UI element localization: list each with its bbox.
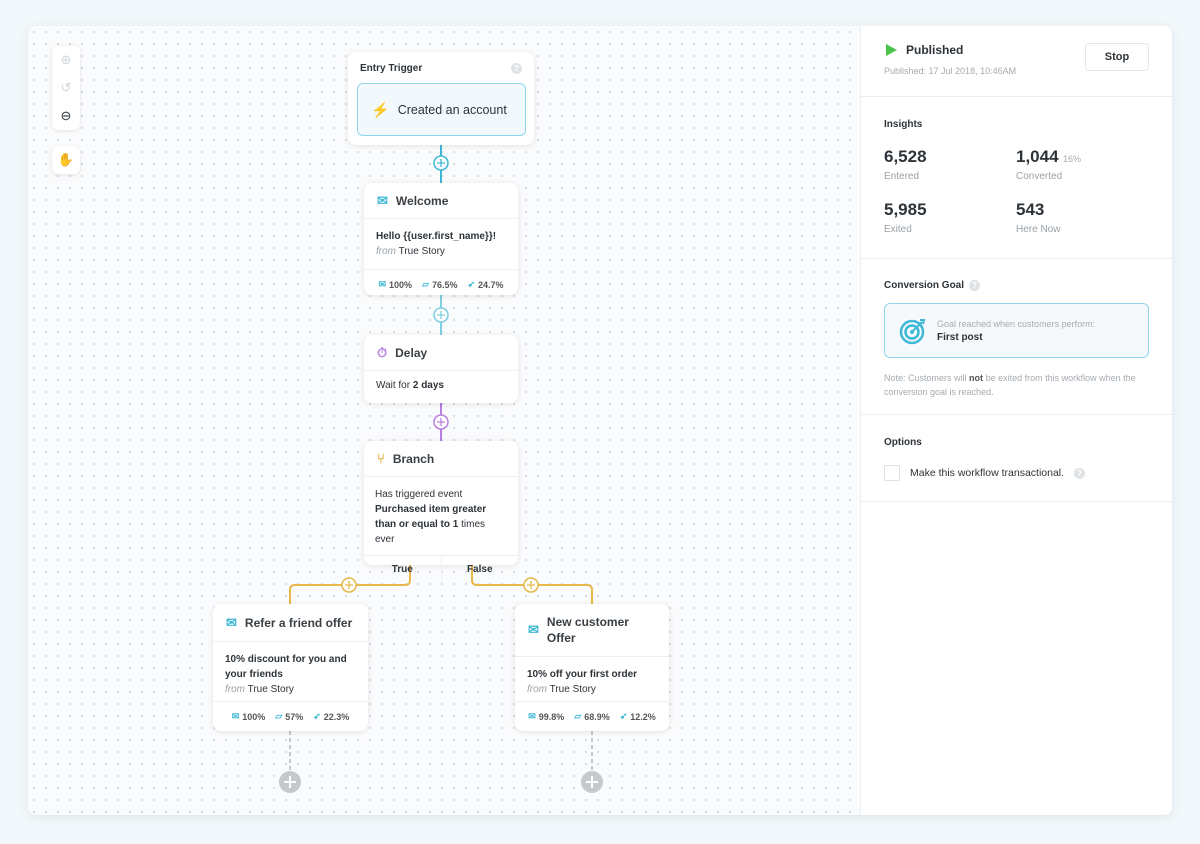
workflow-sidebar: Published Published: 17 Jul 2018, 10:46A… [860,26,1172,815]
branch-count: 1 [452,519,459,530]
insights-title: Insights [884,119,923,130]
branch-node[interactable]: ⑂ Branch Has triggered event Purchased it… [364,441,518,582]
hand-icon[interactable]: ✋ [57,152,75,167]
help-icon[interactable]: ? [969,280,981,291]
node-title: New customer Offer [546,615,629,645]
node-title: Welcome [395,193,449,208]
help-icon[interactable]: ? [511,63,522,74]
play-icon [886,44,897,56]
delivered-rate: 99.8% [538,711,565,722]
zoom-in-icon[interactable]: ⊕ [60,52,72,67]
target-icon [899,318,926,344]
trigger-event: Created an account [397,102,507,117]
delay-duration: 2 days [412,380,444,391]
conversion-goal-title: Conversion Goal [884,280,965,291]
timer-icon: ⏱ [377,344,388,360]
options-title: Options [884,437,922,448]
help-icon[interactable]: ? [1074,467,1086,479]
sender: True Story [549,684,596,695]
branch-condition-suffix: times ever [375,519,486,545]
entered-count: 6,528 [884,147,927,166]
converted-percent: 16% [1063,154,1082,164]
click-icon: ➶ [313,711,321,721]
email-subject: 10% off your first order [527,669,638,680]
goal-description: Goal reached when customers perform: [937,318,1096,329]
email-node-welcome[interactable]: ✉ Welcome Hello {{user.first_name}}! from … [364,183,518,295]
pan-tool[interactable]: ✋ [52,146,80,174]
click-icon: ➶ [619,711,628,721]
conversion-note: Note: Customers will not be exited from … [884,373,1136,397]
transactional-label: Make this workflow transactional. [910,467,1065,479]
stop-button[interactable]: Stop [1085,43,1149,71]
undo-icon[interactable]: ↺ [60,80,72,95]
open-rate: 68.9% [584,711,610,722]
from-label: from [225,684,245,695]
delivered-icon: ✉ [528,711,536,721]
click-icon: ➶ [467,279,476,289]
open-rate: 57% [285,711,304,722]
node-title: Delay [395,345,428,360]
sender: True Story [247,684,294,695]
goal-event: First post [937,331,983,343]
email-icon: ✉ [528,622,539,637]
entry-trigger-node[interactable]: Entry Trigger ? ⚡ Created an account [348,52,534,145]
published-date: Published: 17 Jul 2018, 10:46AM [884,66,1017,76]
email-node-new-customer[interactable]: ✉ New customer Offer 10% off your first o… [515,604,669,731]
click-rate: 22.3% [323,711,350,722]
node-title: Branch [392,451,435,466]
lightning-icon: ⚡ [371,101,390,119]
delivered-rate: 100% [242,711,266,722]
conversion-goal-box[interactable]: Goal reached when customers perform: Firs… [884,303,1149,358]
sender: True Story [398,246,445,257]
exited-label: Exited [884,224,912,235]
opened-icon: ▱ [422,279,429,289]
node-title: Refer a friend offer [244,615,353,630]
click-rate: 12.2% [630,711,656,722]
status-label: Published [906,43,964,57]
opened-icon: ▱ [574,711,582,721]
entered-label: Entered [884,171,920,182]
converted-count: 1,044 [1016,147,1059,166]
from-label: from [527,684,547,695]
click-rate: 24.7% [478,279,504,290]
branch-icon: ⑂ [377,451,385,466]
here-now-label: Here Now [1016,224,1061,235]
opened-icon: ▱ [275,711,283,721]
transactional-checkbox[interactable] [884,465,900,481]
entry-trigger-label: Entry Trigger [360,63,423,74]
email-icon: ✉ [226,614,237,630]
email-subject: 10% discount for you and your friends [225,654,347,680]
here-now-count: 543 [1016,200,1045,219]
email-node-refer[interactable]: ✉ Refer a friend offer 10% discount for y… [213,604,368,731]
converted-label: Converted [1016,171,1063,182]
delay-node[interactable]: ⏱ Delay Wait for 2 days [364,335,518,403]
delivered-icon: ✉ [378,279,386,289]
email-icon: ✉ [377,192,388,208]
delivered-icon: ✉ [231,711,240,721]
delivered-rate: 100% [388,279,413,290]
zoom-controls: ⊕ ↺ ⊖ [52,46,80,130]
open-rate: 76.5% [431,279,458,290]
branch-false-path[interactable]: False [466,563,493,575]
email-subject: Hello {{user.first_name}}! [376,231,497,242]
branch-condition-type: Has triggered event [375,489,463,500]
zoom-out-icon[interactable]: ⊖ [60,108,72,123]
branch-condition: Purchased item greater than or equal to [375,504,487,530]
from-label: from [376,246,396,257]
delay-text: Wait for [376,380,411,391]
exited-count: 5,985 [884,200,927,219]
branch-true-path[interactable]: True [364,556,442,582]
